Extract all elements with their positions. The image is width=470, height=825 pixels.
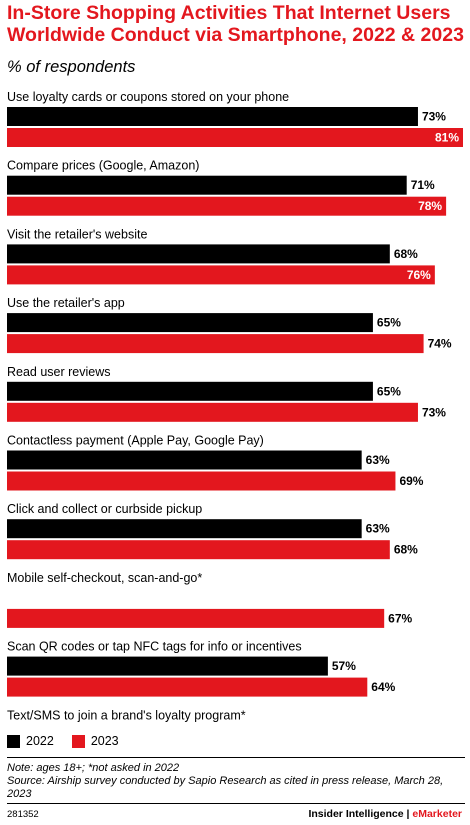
legend-swatch-2022 (7, 734, 20, 748)
category-label: Text/SMS to join a brand's loyalty progr… (7, 708, 246, 722)
data-label-2023: 67% (388, 611, 412, 625)
data-label-2022: 63% (366, 453, 390, 467)
data-label-2022: 68% (394, 247, 418, 261)
bar-2023 (7, 608, 385, 628)
legend-swatch-2023 (71, 734, 85, 748)
bar-2022 (7, 244, 390, 264)
footnote: Note: ages 18+; *not asked in 2022 (7, 762, 180, 774)
data-label-2022: 73% (422, 110, 446, 124)
category-label: Scan QR codes or tap NFC tags for info o… (7, 640, 302, 654)
bar-2023 (7, 196, 447, 216)
data-label-2022: 65% (377, 316, 401, 330)
legend-item-2022: 2022 (7, 734, 54, 748)
bar-2022 (7, 175, 407, 195)
data-label-2023: 74% (428, 337, 452, 351)
category-label: Click and collect or curbside pickup (7, 502, 202, 516)
data-label-2023: 68% (394, 543, 418, 557)
bar-2023 (7, 677, 368, 697)
bar-2023 (7, 402, 418, 422)
source-note: Source: Airship survey conducted by Sapi… (7, 775, 444, 800)
bar-2022 (7, 519, 362, 539)
bar-2023 (7, 540, 390, 560)
chart-id: 281352 (7, 809, 39, 820)
data-label-2022: 63% (366, 522, 390, 536)
brand-separator: | (403, 808, 413, 820)
category-label: Mobile self-checkout, scan-and-go* (7, 571, 202, 585)
category-label: Use the retailer's app (7, 296, 125, 310)
bar-2022 (7, 381, 373, 401)
data-label-2022: 71% (411, 178, 435, 192)
chart-title: In-Store Shopping Activities That Intern… (7, 2, 464, 46)
bar-2022 (7, 450, 362, 470)
footer-divider-bottom (7, 803, 465, 804)
category-label: Compare prices (Google, Amazon) (7, 159, 199, 173)
bar-2022 (7, 313, 373, 333)
branding: Insider Intelligence | eMarketer (308, 808, 462, 820)
data-label-2023: 78% (418, 199, 442, 213)
data-label-2022: 65% (377, 384, 401, 398)
bar-2023 (7, 471, 396, 491)
bar-2022 (7, 107, 418, 126)
category-label: Use loyalty cards or coupons stored on y… (7, 90, 289, 104)
category-label: Visit the retailer's website (7, 227, 147, 241)
bar-2023 (7, 334, 424, 354)
chart-subtitle: % of respondents (7, 58, 136, 76)
bar-2023 (7, 265, 435, 285)
bar-2022 (7, 656, 328, 676)
legend-label-2022: 2022 (26, 734, 54, 748)
footer-divider-top (7, 757, 465, 758)
legend-label-2023: 2023 (90, 734, 119, 748)
category-label: Read user reviews (7, 365, 111, 379)
data-label-2022: 57% (332, 659, 356, 673)
brand-emarketer: eMarketer (412, 808, 462, 820)
brand-main: Insider Intelligence (308, 808, 404, 820)
data-label-2023: 76% (407, 268, 431, 282)
data-label-2023: 69% (399, 474, 423, 488)
bar-chart: Use loyalty cards or coupons stored on y… (7, 90, 463, 722)
bar-2023 (7, 128, 463, 147)
legend: 2022 2023 (7, 734, 137, 748)
data-label-2023: 64% (371, 680, 395, 694)
data-label-2023: 73% (422, 405, 446, 419)
category-label: Contactless payment (Apple Pay, Google P… (7, 434, 264, 448)
legend-item-2023: 2023 (71, 734, 119, 748)
data-label-2023: 81% (435, 131, 459, 145)
